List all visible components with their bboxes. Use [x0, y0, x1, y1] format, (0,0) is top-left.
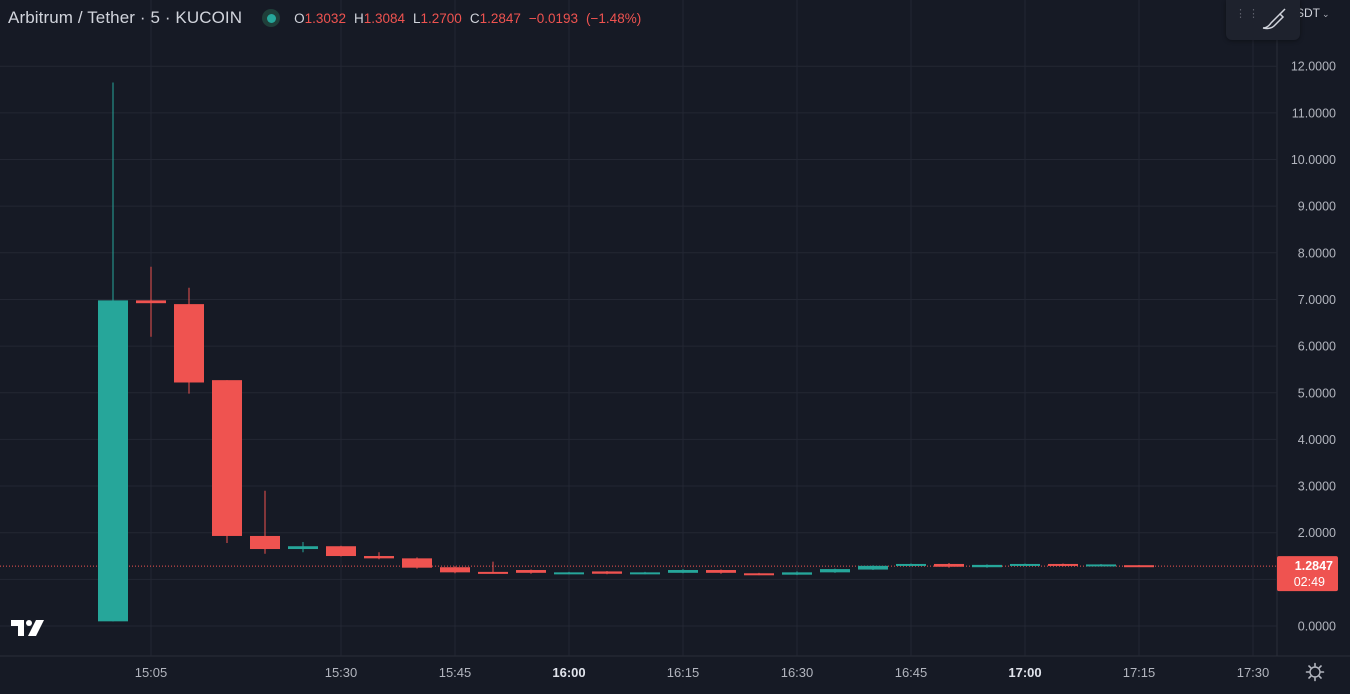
time-tick-label: 15:05	[135, 665, 168, 680]
time-tick-label: 16:45	[895, 665, 928, 680]
candle-body	[364, 556, 394, 559]
time-tick-label: 16:15	[667, 665, 700, 680]
floating-toolbar[interactable]: ⋮⋮	[1226, 0, 1300, 40]
price-tick-label: 12.0000	[1291, 60, 1336, 74]
candle-body	[782, 572, 812, 575]
price-tick-label: 6.0000	[1298, 340, 1336, 354]
high-value: 1.3084	[363, 10, 405, 26]
candle-body	[820, 569, 850, 573]
candle-body	[1010, 563, 1040, 566]
candle-body	[250, 535, 280, 550]
candle-body	[706, 570, 736, 573]
ohlc-legend: O1.3032 H1.3084 L1.2700 C1.2847 −0.0193 …	[294, 11, 641, 26]
candle-body	[630, 572, 660, 575]
change-percent: (−1.48%)	[586, 10, 642, 26]
time-tick-label: 15:45	[439, 665, 472, 680]
brush-icon[interactable]	[1260, 8, 1290, 32]
price-tick-label: 0.0000	[1298, 620, 1336, 634]
candle-body	[1086, 564, 1116, 567]
market-status-icon[interactable]	[262, 9, 281, 27]
symbol-title[interactable]: Arbitrum / Tether · 5 · KUCOIN	[8, 8, 243, 27]
bar-countdown: 02:49	[1294, 575, 1325, 589]
time-tick-label: 17:00	[1008, 665, 1041, 680]
candles	[98, 82, 1154, 622]
time-tick-label: 17:15	[1123, 665, 1156, 680]
gear-icon[interactable]	[1305, 662, 1325, 682]
drag-handle-icon[interactable]: ⋮⋮	[1235, 8, 1261, 20]
candle-body	[858, 565, 888, 570]
candle-body	[136, 300, 166, 304]
candle-body	[440, 567, 470, 573]
candle-body	[592, 571, 622, 574]
candle-body	[478, 571, 508, 574]
price-tick-label: 11.0000	[1292, 106, 1336, 120]
candle-body	[1048, 563, 1078, 566]
candle-body	[744, 573, 774, 576]
time-axis[interactable]: 15:05 15:30 15:45 16:00 16:15 16:30 16:45 17:00…	[135, 665, 1270, 680]
candle-body	[212, 380, 242, 536]
close-value: 1.2847	[479, 10, 521, 26]
candle-body	[402, 558, 432, 568]
low-value: 1.2700	[420, 10, 462, 26]
last-price-value: 1.2847	[1295, 559, 1333, 573]
price-axis[interactable]: 0.00001.00002.00003.00004.00005.00006.00…	[1291, 60, 1336, 634]
last-price-box	[1277, 556, 1338, 592]
high-key: H	[353, 10, 364, 26]
price-tick-label: 10.0000	[1291, 153, 1336, 167]
currency-selector[interactable]: SDT ⌄	[1296, 6, 1330, 20]
time-tick-label: 17:30	[1237, 665, 1270, 680]
chevron-down-icon: ⌄	[1322, 9, 1330, 19]
chart-header: Arbitrum / Tether · 5 · KUCOIN O1.3032 H…	[8, 6, 641, 30]
price-tick-label: 9.0000	[1298, 200, 1336, 214]
candle-body	[1124, 565, 1154, 568]
price-tick-label: 2.0000	[1298, 526, 1336, 540]
time-tick-label: 15:30	[325, 665, 358, 680]
candle-body	[516, 570, 546, 573]
close-key: C	[469, 10, 480, 26]
tradingview-logo-icon[interactable]	[10, 618, 48, 638]
candle-body	[288, 546, 318, 550]
candle-body	[896, 563, 926, 566]
price-tick-label: 3.0000	[1298, 480, 1336, 494]
price-tick-label: 8.0000	[1298, 246, 1336, 260]
time-tick-label: 16:30	[781, 665, 814, 680]
price-tick-label: 7.0000	[1298, 293, 1336, 307]
price-tick-label: 5.0000	[1298, 386, 1336, 400]
price-tick-label: 4.0000	[1298, 433, 1336, 447]
candle-body	[98, 300, 128, 622]
candle-body	[972, 564, 1002, 568]
open-key: O	[294, 10, 305, 26]
open-value: 1.3032	[304, 10, 346, 26]
candle-body	[554, 572, 584, 575]
low-key: L	[413, 10, 421, 26]
time-tick-label: 16:00	[552, 665, 585, 680]
change-value: −0.0193	[528, 10, 579, 26]
candle-body	[174, 304, 204, 383]
candle-body	[668, 570, 698, 573]
candle-body	[326, 546, 356, 557]
last-price-label: 1.2847 02:49	[1277, 556, 1338, 592]
currency-label: SDT	[1296, 6, 1320, 20]
candle-body	[934, 563, 964, 567]
